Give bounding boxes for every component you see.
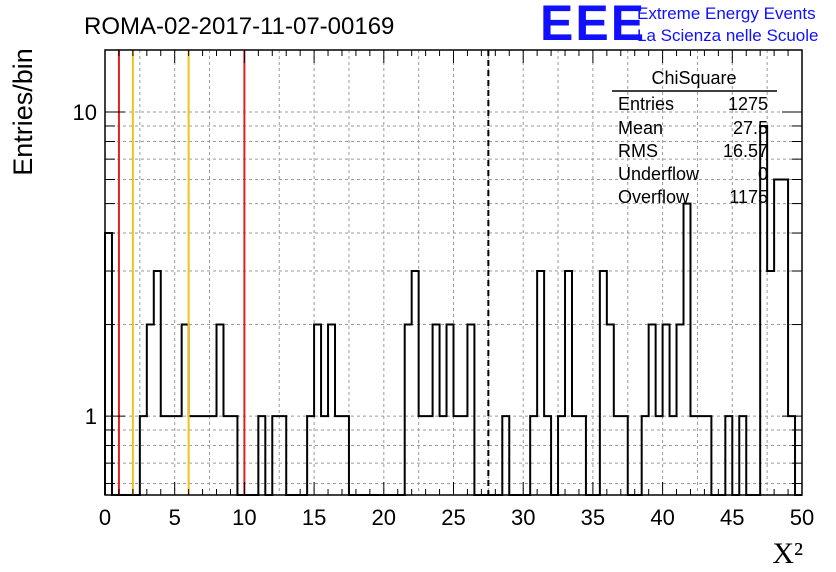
tick-labels: 0 5 10 15 20 25 30 35 40 45 50 1 10	[73, 100, 815, 530]
stats-label-mean: Mean	[618, 118, 663, 138]
x-tick-label: 45	[720, 505, 744, 530]
x-tick-label: 40	[650, 505, 674, 530]
stats-title: ChiSquare	[651, 68, 736, 88]
histogram-outline	[104, 124, 802, 496]
eee-logo: EEE Extreme Energy Events La Scienza nel…	[540, 0, 818, 51]
stats-value-rms: 16.57	[723, 141, 768, 161]
x-axis-label: X²	[772, 537, 803, 570]
histogram-bins	[104, 124, 802, 496]
stats-label-entries: Entries	[618, 94, 674, 114]
x-tick-label: 20	[372, 505, 396, 530]
x-tick-label: 5	[169, 505, 181, 530]
y-axis-label: Entries/bin	[8, 48, 38, 176]
y-tick-label: 10	[73, 100, 97, 125]
grid	[105, 50, 802, 495]
stats-box: ChiSquare Entries 1275 Mean 27.5 RMS 16.…	[612, 68, 777, 207]
x-tick-label: 25	[441, 505, 465, 530]
stats-value-underflow: 0	[758, 164, 768, 184]
stats-label-underflow: Underflow	[618, 164, 700, 184]
eee-logo-line1: Extreme Energy Events	[637, 4, 816, 23]
stats-value-mean: 27.5	[733, 118, 768, 138]
x-tick-label: 50	[790, 505, 814, 530]
x-tick-label: 15	[302, 505, 326, 530]
x-tick-label: 35	[581, 505, 605, 530]
x-tick-label: 30	[511, 505, 535, 530]
x-tick-label: 0	[99, 505, 111, 530]
x-tick-label: 10	[232, 505, 256, 530]
stats-label-overflow: Overflow	[618, 187, 690, 207]
eee-logo-line2: La Scienza nelle Scuole	[637, 26, 818, 45]
stats-label-rms: RMS	[618, 141, 658, 161]
y-tick-label: 1	[85, 404, 97, 429]
stats-value-entries: 1275	[728, 94, 768, 114]
eee-logo-text: EEE	[540, 0, 646, 51]
chart-title: ROMA-02-2017-11-07-00169	[84, 13, 394, 40]
axes	[104, 49, 803, 496]
stats-value-overflow: 1175	[729, 187, 768, 207]
marker-lines	[117, 50, 490, 495]
